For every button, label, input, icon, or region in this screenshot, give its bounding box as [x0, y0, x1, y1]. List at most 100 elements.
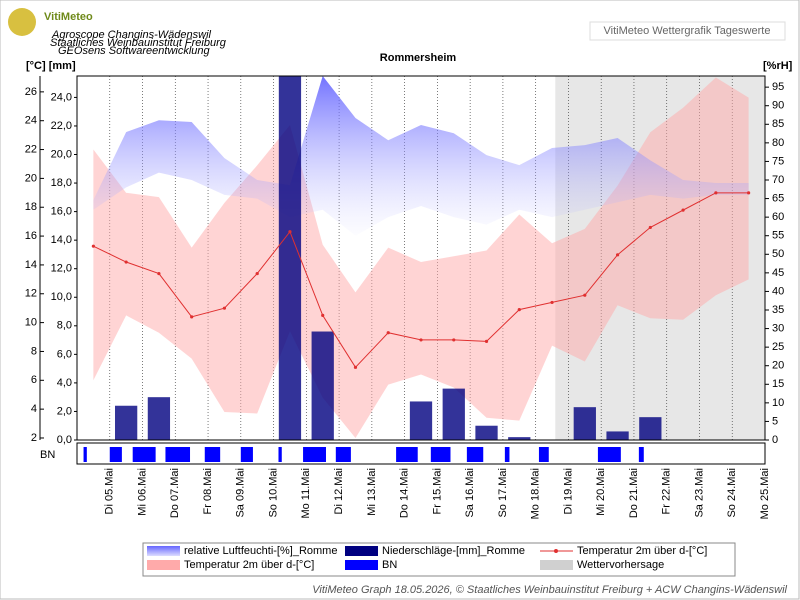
legend-label: Temperatur 2m über d-[°C] — [184, 559, 314, 571]
y2-tick-label: 75 — [772, 155, 784, 167]
y3-tick-label: 2,0 — [57, 405, 72, 417]
precipitation-bar — [115, 405, 138, 440]
y3-tick-label: 14,0 — [51, 234, 72, 246]
temperature-point — [714, 191, 718, 195]
legend-label: BN — [382, 559, 397, 571]
y2-tick-label: 0 — [772, 434, 778, 446]
humidity-band — [93, 76, 749, 236]
temperature-point — [288, 230, 292, 234]
temperature-point — [517, 308, 521, 312]
temperature-point — [386, 331, 390, 335]
x-tick-label: Mi 13.Mai — [366, 468, 378, 516]
y-tick-label: 2 — [31, 432, 37, 444]
x-tick-label: Di 19.Mai — [562, 468, 574, 514]
y-tick-label: 16 — [25, 230, 37, 242]
temperature-point — [583, 293, 587, 297]
badge: VitiMeteo Wettergrafik Tageswerte — [604, 25, 771, 37]
strip-label: BN — [40, 449, 55, 461]
x-tick-label: So 10.Mai — [267, 468, 279, 518]
bn-interval — [430, 447, 451, 462]
legend-swatch — [540, 560, 573, 570]
x-tick-label: Sa 16.Mai — [464, 468, 476, 518]
y2-axis-label: [%rH] — [763, 60, 793, 72]
y-tick-label: 6 — [31, 374, 37, 386]
bn-interval — [504, 447, 510, 462]
y-tick-label: 26 — [25, 86, 37, 98]
y2-tick-label: 90 — [772, 100, 784, 112]
precipitation-bar — [475, 425, 498, 440]
y2-tick-label: 5 — [772, 415, 778, 427]
y-tick-label: 24 — [25, 115, 37, 127]
y-tick-label: 18 — [25, 201, 37, 213]
y3-tick-label: 20,0 — [51, 148, 72, 160]
y2-tick-label: 55 — [772, 230, 784, 242]
temperature-point — [255, 271, 259, 276]
precipitation-bar — [442, 388, 465, 440]
logo-line: Agroscope Changins-Wädenswil — [51, 29, 212, 41]
y2-tick-label: 40 — [772, 285, 784, 297]
x-tick-label: Mi 20.Mai — [595, 468, 607, 516]
temperature-point — [157, 271, 161, 276]
bn-interval — [278, 447, 282, 462]
x-tick-label: Do 14.Mai — [399, 468, 411, 518]
y3-tick-label: 18,0 — [51, 177, 72, 189]
bn-interval — [83, 447, 87, 462]
y-tick-label: 14 — [25, 259, 37, 271]
bn-interval — [303, 447, 326, 462]
legend-swatch — [345, 546, 378, 556]
y3-tick-label: 16,0 — [51, 206, 72, 218]
legend-swatch — [554, 549, 558, 553]
y3-tick-label: 6,0 — [57, 348, 72, 360]
bn-interval — [240, 447, 253, 462]
temperature-point — [419, 338, 423, 342]
temperature-point — [452, 338, 456, 342]
x-tick-label: Fr 08.Mai — [202, 468, 214, 514]
temperature-point — [190, 315, 194, 319]
y3-tick-label: 24,0 — [51, 91, 72, 103]
x-tick-label: Do 21.Mai — [628, 468, 640, 518]
chart-title: Rommersheim — [380, 52, 457, 64]
logo-text: VitiMeteo — [44, 11, 93, 23]
y-tick-label: 20 — [25, 172, 37, 184]
logo-line: GEOsens Softwareentwicklung — [58, 45, 211, 57]
y2-tick-label: 25 — [772, 341, 784, 353]
strip-border — [76, 442, 766, 465]
precipitation-bar — [278, 76, 302, 440]
bn-interval — [638, 447, 644, 462]
temperature-point — [484, 339, 489, 343]
bn-interval — [335, 447, 351, 462]
temperature-point — [353, 365, 358, 369]
y3-tick-label: 12,0 — [51, 263, 72, 275]
y2-tick-label: 50 — [772, 248, 784, 260]
y2-tick-label: 20 — [772, 360, 784, 372]
logo-line: Staatliches Weinbauinstitut Freiburg — [50, 37, 227, 49]
y2-tick-label: 10 — [772, 397, 784, 409]
bn-interval — [132, 447, 156, 462]
y3-tick-label: 10,0 — [51, 291, 72, 303]
precipitation-bar — [409, 401, 433, 440]
y2-tick-label: 15 — [772, 378, 784, 390]
x-tick-label: So 17.Mai — [497, 468, 509, 518]
y-tick-label: 10 — [25, 317, 37, 329]
x-tick-label: Fr 22.Mai — [661, 468, 673, 514]
legend-box — [142, 542, 736, 577]
x-tick-label: Di 12.Mai — [333, 468, 345, 514]
bn-interval — [396, 447, 418, 462]
bn-interval — [109, 447, 122, 462]
x-tick-label: Sa 23.Mai — [693, 468, 705, 518]
y2-tick-label: 85 — [772, 118, 784, 130]
y-tick-label: 8 — [31, 345, 37, 357]
y2-tick-label: 65 — [772, 192, 784, 204]
y2-tick-label: 70 — [772, 174, 784, 186]
footer: VitiMeteo Graph 18.05.2026, © Staatliche… — [312, 584, 787, 596]
temperature-point — [222, 306, 227, 310]
plot-border — [76, 75, 766, 441]
y2-tick-label: 95 — [772, 81, 784, 93]
logo-grapes — [8, 8, 36, 36]
legend-swatch — [345, 560, 378, 570]
temperature-point — [124, 260, 128, 264]
x-tick-label: Do 07.Mai — [169, 468, 181, 518]
temperature-point — [91, 244, 95, 248]
